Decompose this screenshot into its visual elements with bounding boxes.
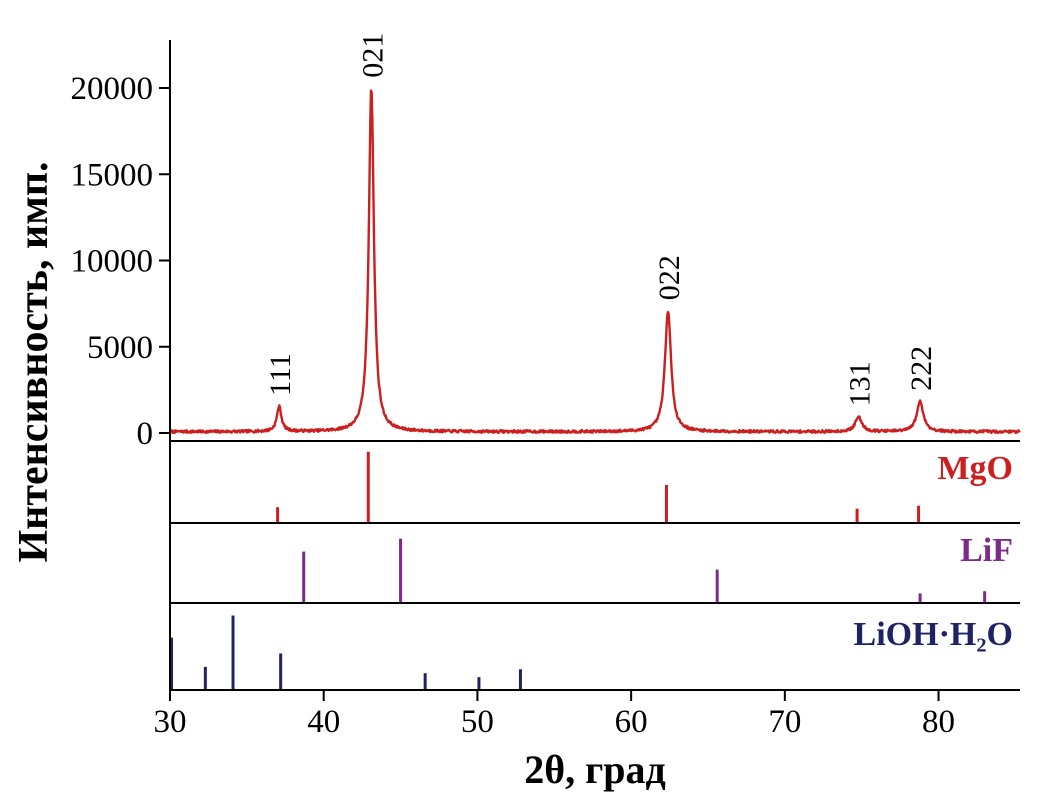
y-tick-label-10000: 10000: [71, 244, 154, 280]
y-tick-label-20000: 20000: [71, 71, 154, 107]
x-tick-label-80: 80: [922, 704, 955, 740]
phase-label-mgo: MgO: [937, 450, 1013, 487]
y-tick-label-0: 0: [137, 416, 154, 452]
y-tick-label-5000: 5000: [87, 330, 153, 366]
peak-hkl-label-021: 021: [356, 33, 389, 78]
phase-label-lif: LiF: [960, 532, 1013, 569]
y-tick-label-15000: 15000: [71, 157, 154, 193]
phase-label-lioh-h2o: LiOH·H₂O: [853, 616, 1013, 653]
diffraction-pattern-curve: [168, 89, 1021, 435]
x-tick-label-70: 70: [768, 704, 801, 740]
x-tick-label-50: 50: [461, 704, 494, 740]
peak-hkl-label-222: 222: [905, 346, 938, 391]
x-axis-title: 2θ, град: [524, 747, 666, 792]
x-tick-label-60: 60: [615, 704, 648, 740]
peak-hkl-label-022: 022: [653, 255, 686, 300]
peak-hkl-label-111: 111: [264, 353, 297, 396]
x-tick-label-40: 40: [307, 704, 340, 740]
peak-hkl-label-131: 131: [844, 361, 877, 406]
y-axis-title: Интенсивность, имп.: [11, 161, 57, 563]
x-tick-label-30: 30: [154, 704, 187, 740]
